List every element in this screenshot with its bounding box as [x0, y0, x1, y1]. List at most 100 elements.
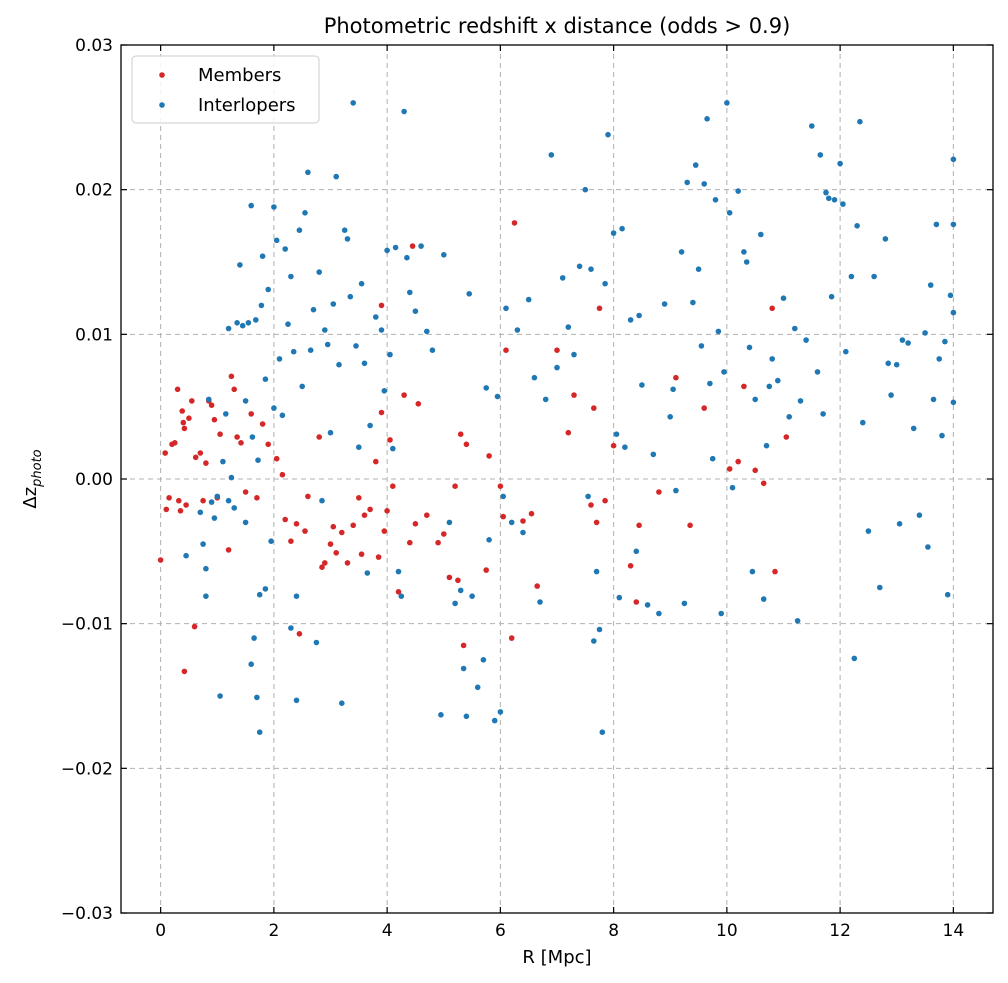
- point-interlopers: [585, 493, 591, 500]
- point-interlopers: [582, 186, 589, 193]
- point-interlopers: [367, 422, 373, 429]
- point-interlopers: [613, 431, 620, 438]
- point-interlopers: [525, 296, 532, 303]
- point-interlopers: [565, 324, 572, 330]
- y-axis-label-base: Δz: [20, 487, 41, 509]
- point-interlopers: [256, 591, 263, 598]
- point-interlopers: [500, 493, 507, 500]
- point-members: [174, 386, 181, 393]
- point-members: [610, 442, 617, 449]
- point-interlopers: [741, 249, 747, 255]
- point-interlopers: [701, 181, 707, 187]
- point-interlopers: [327, 429, 334, 436]
- point-interlopers: [249, 434, 256, 440]
- point-interlopers: [223, 411, 229, 417]
- point-members: [265, 441, 272, 448]
- point-members: [726, 466, 733, 472]
- point-members: [319, 564, 325, 570]
- point-interlopers: [893, 361, 900, 368]
- point-interlopers: [758, 231, 764, 238]
- point-interlopers: [293, 697, 300, 704]
- x-tick-label: 0: [155, 921, 166, 941]
- point-interlopers: [231, 505, 237, 511]
- point-interlopers: [947, 292, 954, 299]
- point-interlopers: [571, 351, 577, 358]
- point-interlopers: [347, 293, 354, 300]
- point-interlopers: [537, 599, 543, 605]
- point-members: [633, 599, 640, 605]
- x-axis-label: R [Mpc]: [522, 947, 591, 968]
- point-interlopers: [469, 593, 475, 599]
- point-interlopers: [387, 351, 393, 358]
- point-interlopers: [596, 626, 603, 633]
- point-interlopers: [259, 253, 266, 259]
- x-tick-label: 10: [716, 921, 738, 941]
- point-members: [238, 440, 244, 446]
- point-members: [296, 631, 303, 637]
- point-interlopers: [254, 694, 260, 701]
- point-members: [401, 392, 407, 398]
- point-interlopers: [466, 291, 473, 297]
- point-interlopers: [293, 593, 300, 599]
- point-interlopers: [944, 591, 951, 598]
- point-interlopers: [715, 328, 722, 335]
- point-interlopers: [288, 625, 294, 631]
- point-interlopers: [497, 709, 504, 715]
- point-members: [375, 554, 382, 560]
- point-members: [242, 489, 249, 495]
- point-interlopers: [242, 398, 249, 404]
- point-members: [554, 347, 560, 354]
- point-interlopers: [206, 396, 212, 403]
- point-interlopers: [285, 321, 291, 328]
- point-interlopers: [446, 519, 453, 526]
- x-tick-label: 8: [608, 921, 619, 941]
- point-members: [497, 483, 504, 490]
- point-members: [180, 419, 187, 426]
- y-tick-label: −0.02: [61, 759, 113, 779]
- point-members: [176, 497, 182, 504]
- point-members: [387, 437, 393, 443]
- chart-title: Photometric redshift x distance (odds > …: [324, 14, 791, 38]
- point-interlopers: [942, 338, 948, 345]
- point-interlopers: [200, 541, 206, 547]
- point-members: [293, 521, 300, 527]
- point-interlopers: [398, 593, 405, 599]
- point-members: [381, 528, 388, 534]
- point-interlopers: [228, 474, 235, 481]
- point-interlopers: [336, 361, 342, 368]
- point-members: [361, 512, 368, 518]
- point-members: [588, 502, 594, 508]
- point-interlopers: [480, 657, 487, 663]
- point-interlopers: [248, 661, 254, 667]
- point-interlopers: [735, 188, 741, 194]
- point-members: [282, 516, 289, 523]
- point-members: [157, 557, 164, 563]
- point-interlopers: [542, 396, 549, 403]
- point-interlopers: [418, 243, 424, 249]
- point-members: [511, 220, 518, 226]
- point-interlopers: [925, 544, 931, 550]
- point-interlopers: [860, 419, 866, 426]
- point-interlopers: [508, 519, 515, 526]
- point-members: [596, 305, 603, 312]
- point-members: [322, 560, 328, 566]
- point-interlopers: [361, 360, 368, 367]
- point-members: [783, 434, 790, 440]
- point-members: [602, 497, 608, 504]
- point-interlopers: [514, 327, 521, 333]
- point-interlopers: [253, 317, 259, 323]
- point-interlopers: [899, 337, 906, 343]
- point-members: [457, 431, 464, 438]
- point-members: [384, 508, 390, 514]
- point-interlopers: [242, 519, 249, 526]
- point-interlopers: [305, 169, 311, 176]
- point-interlopers: [262, 586, 269, 592]
- point-members: [627, 563, 634, 569]
- point-members: [378, 302, 385, 309]
- point-interlopers: [407, 289, 413, 296]
- point-interlopers: [503, 305, 509, 312]
- point-interlopers: [255, 457, 261, 464]
- point-interlopers: [794, 618, 801, 624]
- point-members: [656, 489, 662, 495]
- point-interlopers: [639, 382, 645, 388]
